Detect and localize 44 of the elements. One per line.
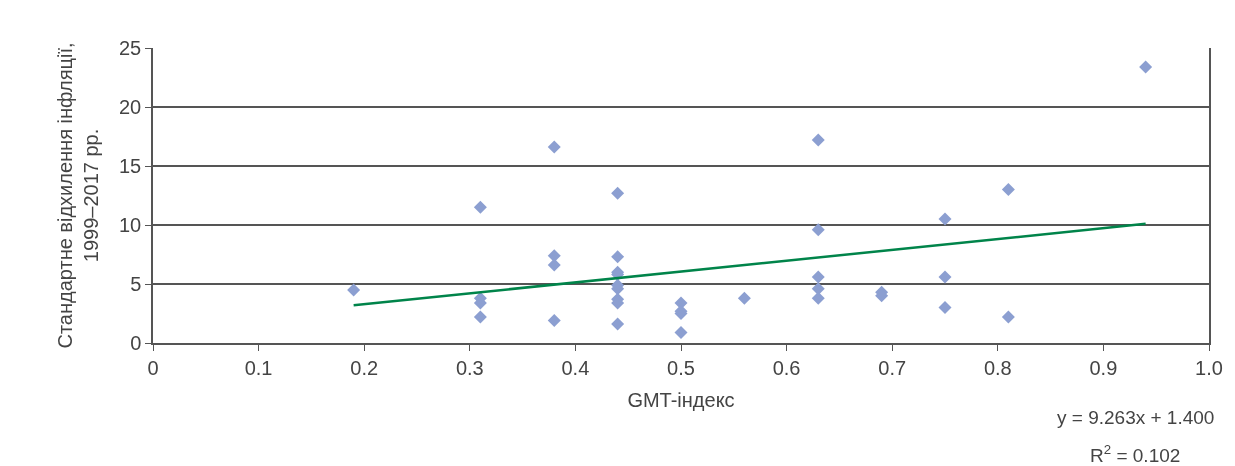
- y-tick-label: 20: [119, 96, 142, 118]
- point: [811, 133, 825, 147]
- y-tick-label: 25: [119, 37, 142, 59]
- y-axis-title: Стандартне відхилення інфляції, 1999–2017 рр.: [54, 42, 102, 349]
- y-tick-label: 10: [119, 214, 142, 236]
- point: [473, 200, 487, 214]
- x-tick-label: 1.0: [1195, 356, 1223, 379]
- x-tick-label: 0.3: [455, 356, 484, 379]
- point: [674, 325, 688, 339]
- point: [547, 258, 561, 272]
- point: [737, 291, 751, 305]
- x-axis-title: GMT-індекс: [627, 388, 735, 411]
- point: [347, 283, 361, 297]
- point: [811, 270, 825, 284]
- y-tick-label: 0: [130, 332, 142, 354]
- point: [938, 270, 952, 284]
- x-tick-label: 0: [147, 356, 159, 379]
- point: [811, 223, 825, 237]
- x-tick-label: 0.9: [1089, 356, 1118, 379]
- point: [1001, 183, 1015, 197]
- point: [1001, 310, 1015, 324]
- x-tick-label: 0.4: [561, 356, 590, 379]
- x-tick-label: 0.6: [772, 356, 801, 379]
- x-tick-label: 0.1: [244, 356, 273, 379]
- point: [547, 249, 561, 263]
- x-tick-label: 0.2: [350, 356, 379, 379]
- point: [811, 282, 825, 296]
- point: [611, 317, 625, 331]
- y-tick-label: 5: [130, 273, 142, 295]
- point: [547, 140, 561, 154]
- point: [938, 212, 952, 226]
- point: [811, 291, 825, 305]
- point: [1139, 60, 1153, 74]
- text: y = 9.263x + 1.400: [1057, 407, 1215, 428]
- point: [473, 310, 487, 324]
- y-tick-label: 15: [119, 155, 142, 177]
- point: [938, 301, 952, 315]
- point: [547, 314, 561, 328]
- x-tick-label: 0.8: [983, 356, 1012, 379]
- x-tick-label: 0.7: [878, 356, 907, 379]
- point: [611, 250, 625, 264]
- x-tick-label: 0.5: [667, 356, 695, 379]
- text: R$^{2}$ = 0.102: [1090, 442, 1181, 466]
- point: [611, 186, 625, 200]
